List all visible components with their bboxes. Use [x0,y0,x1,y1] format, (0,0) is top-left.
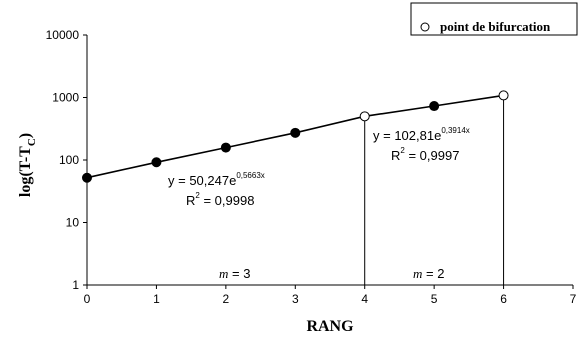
r-squared-2: R2 = 0,9997 [391,146,459,163]
data-point [82,172,92,183]
x-tick-label: 1 [153,292,160,306]
x-tick-label: 5 [431,292,438,306]
x-tick-label: 6 [500,292,507,306]
y-tick-label: 10000 [46,28,80,42]
data-point [290,127,301,138]
m2-label: m = 2 [413,266,444,281]
x-tick-label: 4 [361,292,368,306]
legend-label: point de bifurcation [440,19,551,34]
y-tick-label: 1000 [52,91,79,105]
data-point [151,157,162,168]
x-tick-label: 0 [84,292,91,306]
x-tick-label: 2 [223,292,230,306]
r-squared-1: R2 = 0,9998 [186,191,254,208]
data-point [220,142,231,153]
bifurcation-point [359,111,370,122]
y-axis-title: log(T-TC) [17,133,38,197]
y-tick-label: 10 [66,216,80,230]
data-series [82,90,509,183]
legend-open-circle-marker [420,22,430,32]
y-tick-label: 100 [59,153,79,167]
m3-label: m = 3 [219,266,250,281]
x-tick-label: 3 [292,292,299,306]
x-axis-title: RANG [306,318,354,335]
x-axis-ticks: 0 1 2 3 4 5 6 7 [84,285,577,306]
y-axis-ticks: 1 10 100 1000 10000 [46,28,87,292]
x-tick-label: 7 [570,292,577,306]
bifurcation-point [498,90,509,101]
legend: point de bifurcation [410,2,578,36]
equation-2: y = 102,81e0,3914x [373,126,470,143]
bifurcation-dividers [364,95,505,285]
equation-1: y = 50,247e0,5663x [168,171,265,188]
data-point [429,101,440,112]
y-tick-label: 1 [72,278,79,292]
